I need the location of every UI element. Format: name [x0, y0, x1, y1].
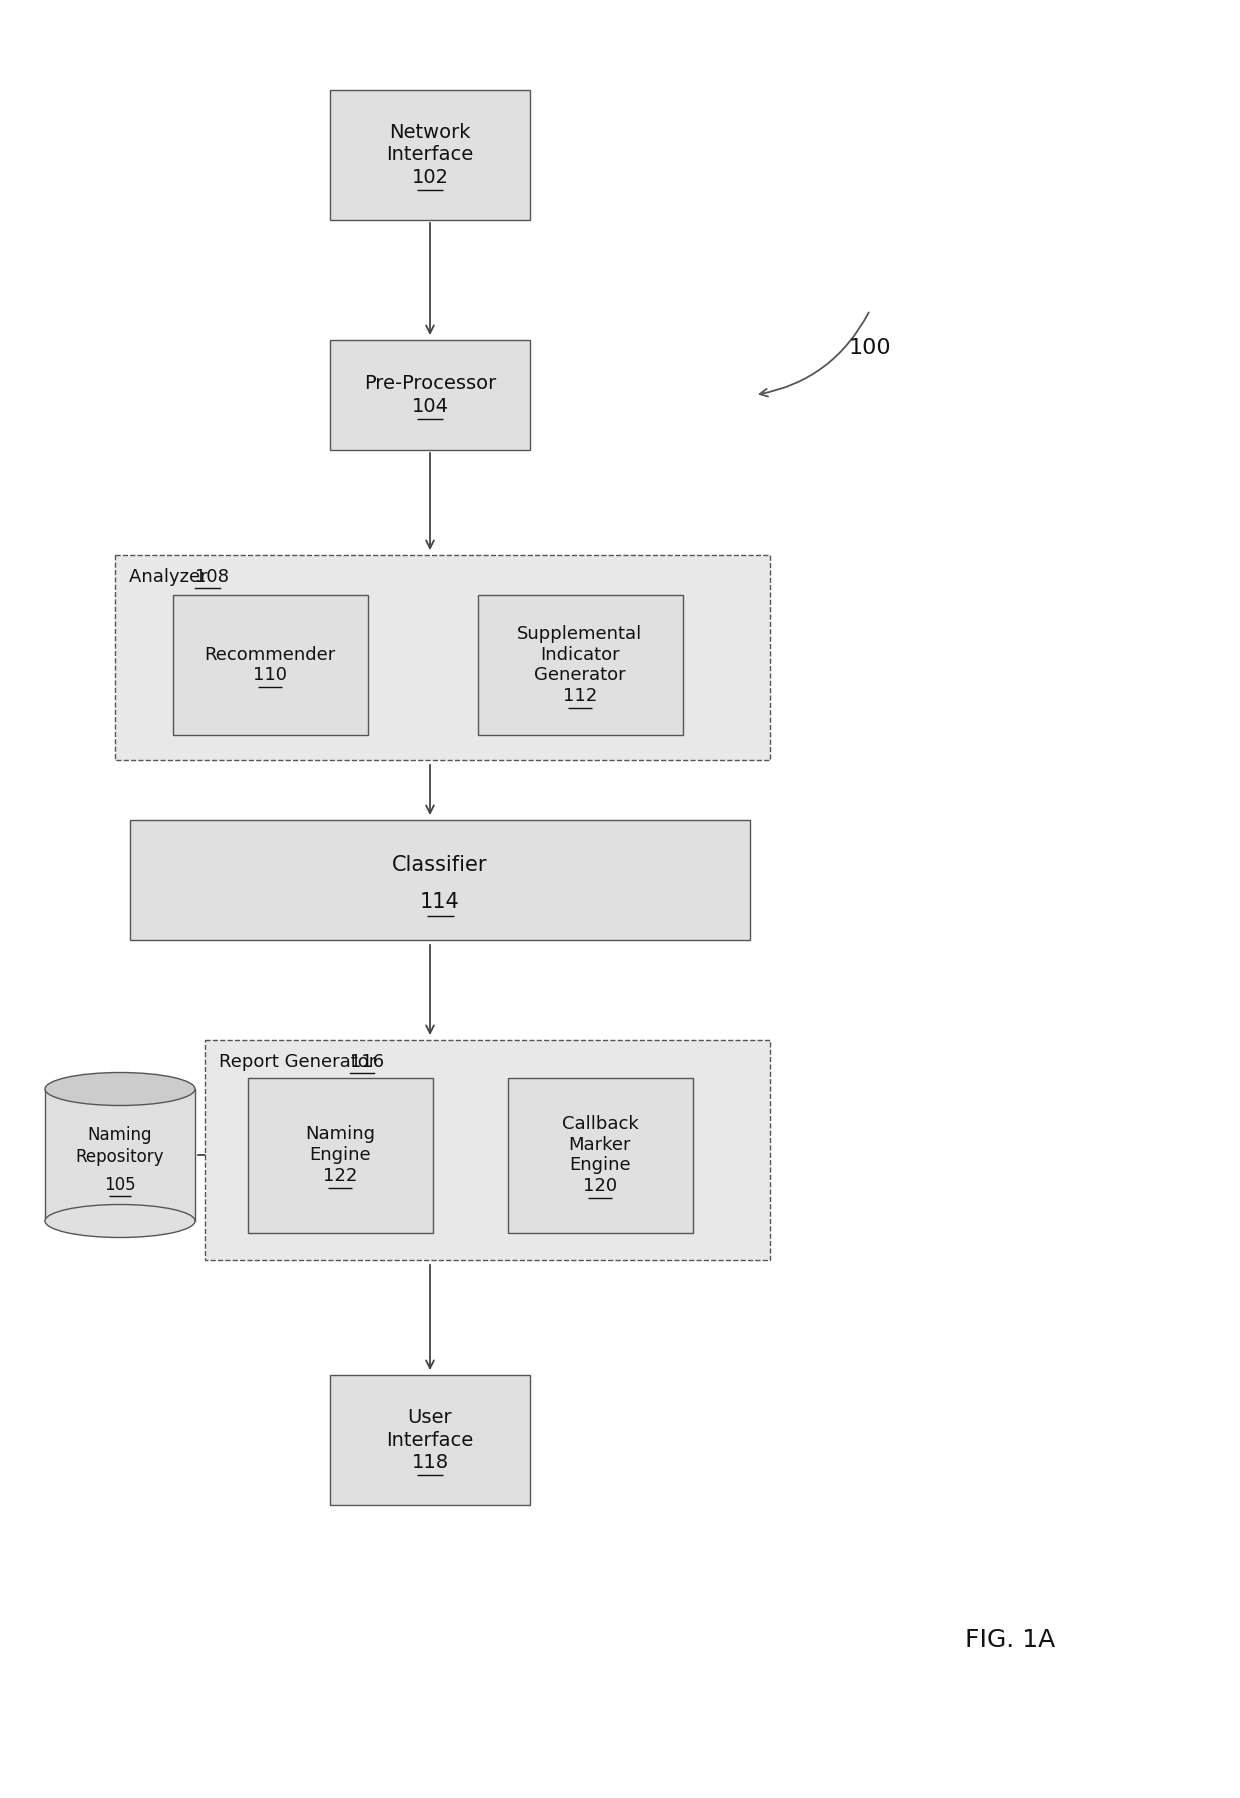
Ellipse shape [45, 1072, 195, 1106]
Text: 105: 105 [104, 1176, 136, 1194]
FancyBboxPatch shape [205, 1039, 770, 1260]
Text: Naming: Naming [88, 1126, 153, 1144]
Text: Network: Network [389, 122, 471, 142]
Text: Interface: Interface [387, 1431, 474, 1449]
FancyBboxPatch shape [115, 556, 770, 761]
Text: Analyzer: Analyzer [129, 568, 213, 586]
FancyBboxPatch shape [172, 595, 367, 735]
Text: 108: 108 [196, 568, 229, 586]
Text: 114: 114 [420, 892, 460, 912]
Text: 116: 116 [350, 1054, 384, 1072]
FancyBboxPatch shape [248, 1077, 433, 1232]
Text: Repository: Repository [76, 1147, 164, 1165]
Text: 120: 120 [583, 1178, 618, 1196]
Text: Indicator: Indicator [541, 645, 620, 663]
Text: 102: 102 [412, 167, 449, 187]
Text: Naming: Naming [305, 1126, 374, 1144]
Text: 122: 122 [322, 1167, 357, 1185]
Text: Interface: Interface [387, 146, 474, 164]
FancyBboxPatch shape [330, 90, 529, 219]
Text: Marker: Marker [569, 1136, 631, 1154]
FancyBboxPatch shape [330, 1375, 529, 1505]
Text: Report Generator: Report Generator [219, 1054, 382, 1072]
Text: Generator: Generator [534, 667, 626, 685]
Text: Pre-Processor: Pre-Processor [363, 374, 496, 394]
Text: 104: 104 [412, 397, 449, 415]
FancyBboxPatch shape [330, 340, 529, 450]
Text: Engine: Engine [569, 1156, 631, 1174]
Ellipse shape [45, 1205, 195, 1237]
FancyBboxPatch shape [507, 1077, 692, 1232]
Text: Supplemental: Supplemental [517, 624, 642, 644]
Text: User: User [408, 1408, 453, 1428]
Text: Recommender: Recommender [205, 645, 336, 663]
Text: Classifier: Classifier [392, 856, 487, 876]
Text: FIG. 1A: FIG. 1A [965, 1627, 1055, 1652]
Text: Engine: Engine [309, 1145, 371, 1163]
FancyBboxPatch shape [130, 820, 750, 940]
Text: 110: 110 [253, 667, 286, 685]
Text: 118: 118 [412, 1453, 449, 1473]
FancyBboxPatch shape [477, 595, 682, 735]
Text: 100: 100 [848, 338, 892, 358]
Bar [45, 1090, 195, 1221]
Text: 112: 112 [563, 687, 598, 705]
Text: Callback: Callback [562, 1115, 639, 1133]
